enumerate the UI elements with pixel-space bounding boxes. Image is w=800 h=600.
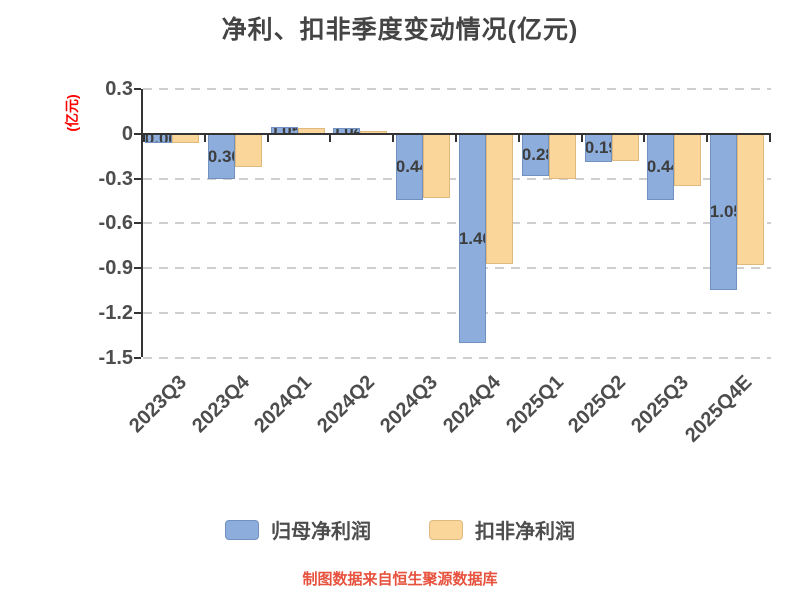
gridline bbox=[143, 311, 771, 314]
gridline bbox=[143, 177, 771, 180]
gridline bbox=[143, 88, 771, 91]
bar-value-label: -0.44 bbox=[647, 157, 673, 176]
legend-swatch-non-recurring-net-profit bbox=[429, 519, 463, 540]
bar-value-label: -0.44 bbox=[396, 157, 422, 176]
bar-parent-net-profit-2024Q4: -1.40 bbox=[459, 134, 486, 343]
x-tick-mark bbox=[706, 135, 708, 142]
bar-value-label: -1.40 bbox=[459, 228, 485, 248]
x-axis-label-2024Q2: 2024Q2 bbox=[313, 371, 380, 438]
x-tick-mark bbox=[143, 135, 145, 142]
gridline bbox=[143, 356, 771, 359]
x-axis-label-2023Q3: 2023Q3 bbox=[124, 371, 191, 438]
x-tick-mark bbox=[204, 135, 206, 142]
bar-non-recurring-net-profit-2025Q2 bbox=[612, 134, 639, 161]
data-source-note: 制图数据来自恒生聚源数据库 bbox=[302, 571, 498, 588]
y-tick-label: 0.3 bbox=[105, 78, 133, 101]
chart-title: 净利、扣非季度变动情况(亿元) bbox=[221, 16, 579, 44]
bar-parent-net-profit-2025Q1: -0.28 bbox=[522, 134, 549, 176]
y-tick-label: 0 bbox=[121, 123, 133, 145]
bar-non-recurring-net-profit-2024Q4 bbox=[486, 134, 513, 264]
bar-non-recurring-net-profit-2023Q4 bbox=[235, 134, 262, 167]
y-tick-mark bbox=[134, 356, 141, 359]
bar-parent-net-profit-2024Q3: -0.44 bbox=[396, 134, 423, 200]
y-tick-label: -0.9 bbox=[98, 257, 133, 280]
x-axis-label-2025Q4E: 2025Q4E bbox=[680, 371, 757, 447]
x-tick-mark bbox=[581, 135, 583, 142]
bar-parent-net-profit-2025Q4E: -1.05 bbox=[710, 134, 737, 290]
x-axis-label-2025Q3: 2025Q3 bbox=[627, 371, 694, 438]
y-tick-label: -0.6 bbox=[98, 212, 133, 235]
y-tick-mark bbox=[134, 177, 141, 180]
y-axis-line bbox=[141, 89, 143, 357]
bar-non-recurring-net-profit-2025Q4E bbox=[737, 134, 764, 265]
x-tick-mark bbox=[329, 135, 331, 142]
zero-axis-line bbox=[143, 133, 771, 135]
x-tick-mark bbox=[643, 135, 645, 142]
y-tick-mark bbox=[134, 311, 141, 314]
legend-item-non-recurring-net-profit: 扣非净利润 bbox=[429, 515, 575, 544]
x-tick-mark bbox=[267, 135, 269, 142]
legend-label-non-recurring-net-profit: 扣非净利润 bbox=[475, 521, 575, 543]
bar-non-recurring-net-profit-2023Q3 bbox=[172, 134, 199, 143]
gridline bbox=[143, 267, 771, 270]
legend-item-parent-net-profit: 归母净利润 bbox=[225, 515, 371, 544]
y-tick-mark bbox=[134, 222, 141, 225]
x-axis-label-2025Q2: 2025Q2 bbox=[564, 371, 631, 438]
x-axis-label-2023Q4: 2023Q4 bbox=[187, 371, 254, 438]
plot-area: -0.06 -0.30 0.05 0.04 -0.44 -1.40 -0.28 -0.19 -0… bbox=[141, 88, 771, 359]
legend-swatch-parent-net-profit bbox=[225, 519, 259, 540]
x-axis-label-2024Q1: 2024Q1 bbox=[250, 371, 317, 438]
bar-value-label: 0.05 bbox=[272, 128, 297, 133]
bar-non-recurring-net-profit-2025Q3 bbox=[674, 134, 701, 186]
legend-label-parent-net-profit: 归母净利润 bbox=[271, 521, 371, 543]
bar-non-recurring-net-profit-2025Q1 bbox=[549, 134, 576, 179]
x-axis-label-2024Q3: 2024Q3 bbox=[376, 371, 443, 438]
bar-value-label: -0.30 bbox=[208, 146, 234, 166]
y-tick-mark bbox=[134, 267, 141, 270]
bar-parent-net-profit-2023Q3: -0.06 bbox=[145, 134, 172, 143]
bar-value-label: -0.28 bbox=[522, 145, 548, 164]
bar-value-label: -0.19 bbox=[585, 138, 611, 157]
y-tick-mark bbox=[134, 133, 141, 135]
x-tick-mark bbox=[518, 135, 520, 142]
bar-parent-net-profit-2023Q4: -0.30 bbox=[208, 134, 235, 179]
y-tick-mark bbox=[134, 88, 141, 91]
bar-value-label: 0.04 bbox=[334, 129, 359, 133]
y-tick-label: -1.2 bbox=[98, 301, 133, 324]
x-tick-mark bbox=[455, 135, 457, 142]
bar-non-recurring-net-profit-2024Q3 bbox=[423, 134, 450, 198]
y-tick-label: -1.5 bbox=[98, 346, 133, 369]
y-tick-label: -0.3 bbox=[98, 167, 133, 190]
x-tick-mark bbox=[769, 135, 771, 142]
x-axis-label-2025Q1: 2025Q1 bbox=[501, 371, 568, 438]
x-axis-label-2024Q4: 2024Q4 bbox=[438, 371, 505, 438]
bar-value-label: -1.05 bbox=[710, 202, 736, 221]
gridline bbox=[143, 222, 771, 225]
bar-parent-net-profit-2025Q3: -0.44 bbox=[647, 134, 674, 200]
bar-value-label: -0.06 bbox=[146, 135, 171, 142]
legend: 归母净利润 扣非净利润 bbox=[0, 515, 800, 544]
x-tick-mark bbox=[392, 135, 394, 142]
bar-parent-net-profit-2025Q2: -0.19 bbox=[585, 134, 612, 162]
